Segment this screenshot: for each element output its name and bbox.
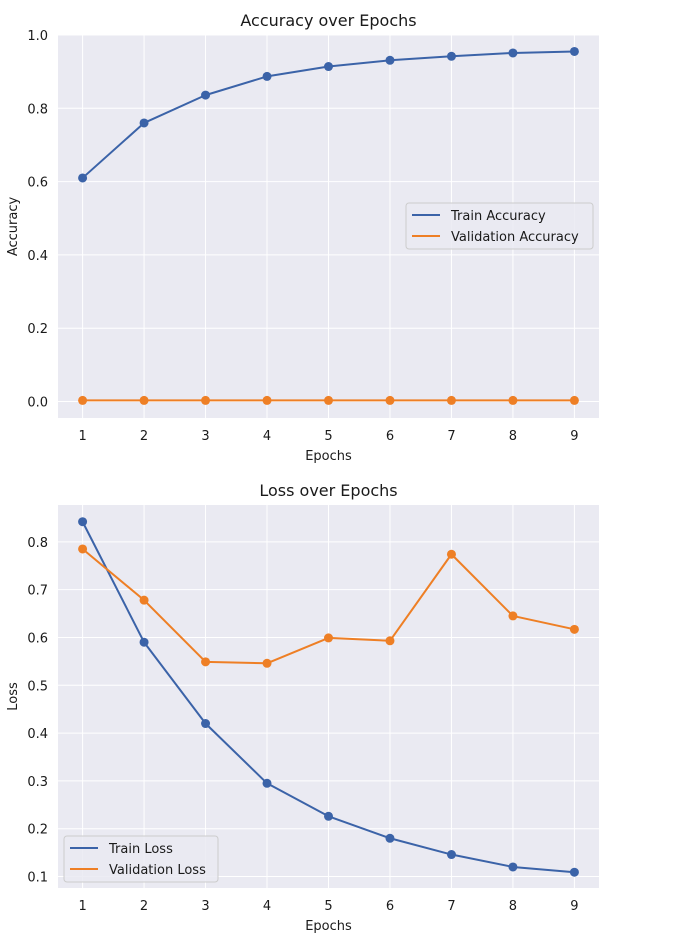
data-point	[569, 395, 579, 405]
data-point	[201, 719, 211, 729]
data-point	[385, 636, 395, 646]
x-axis-label: Epochs	[305, 449, 352, 464]
data-point	[446, 395, 456, 405]
y-axis-label: Accuracy	[6, 197, 21, 257]
data-point	[324, 633, 333, 643]
data-point	[324, 395, 333, 405]
y-tick-label: 0.0	[27, 396, 48, 411]
y-tick-label: 0.8	[27, 102, 48, 117]
legend-label: Train Accuracy	[450, 209, 546, 224]
x-tick-label: 9	[570, 429, 578, 444]
y-tick-label: 0.2	[27, 322, 48, 337]
data-point	[385, 833, 395, 843]
x-tick-label: 6	[386, 429, 394, 444]
data-point	[508, 611, 518, 621]
y-tick-label: 0.6	[27, 176, 48, 191]
legend-label: Validation Loss	[109, 863, 206, 878]
x-tick-label: 7	[447, 429, 455, 444]
loss-chart: 1 2 3 4 5 6 7 8 9 0.1 0.2 0.3 0.4 0.5 0.6 0.7 0.8 Loss ov…	[6, 481, 599, 934]
x-axis-label: Epochs	[305, 919, 352, 934]
data-point	[569, 46, 579, 56]
y-tick-label: 0.4	[27, 249, 48, 264]
y-axis-label: Loss	[6, 682, 21, 711]
data-point	[78, 517, 88, 527]
x-tick-label: 2	[140, 429, 148, 444]
y-tick-label: 0.1	[27, 871, 48, 886]
data-point	[201, 90, 211, 100]
data-point	[201, 395, 211, 405]
data-point	[262, 395, 272, 405]
y-tick-label: 0.7	[27, 584, 48, 599]
x-tick-label: 8	[509, 899, 517, 914]
data-point	[262, 658, 272, 668]
data-point	[446, 549, 456, 559]
data-point	[201, 657, 211, 667]
data-point	[78, 173, 88, 183]
data-point	[78, 395, 88, 405]
x-tick-label: 4	[263, 899, 271, 914]
data-point	[446, 51, 456, 61]
data-point	[446, 850, 456, 860]
data-point	[324, 811, 333, 821]
data-point	[262, 71, 272, 81]
data-point	[78, 544, 88, 554]
legend: Train Loss Validation Loss	[63, 835, 219, 883]
y-tick-label: 0.2	[27, 823, 48, 838]
data-point	[508, 48, 518, 58]
x-tick-label: 6	[386, 899, 394, 914]
data-point	[139, 395, 149, 405]
y-tick-label: 0.6	[27, 631, 48, 646]
x-tick-label: 9	[570, 899, 578, 914]
data-point	[324, 62, 333, 72]
y-tick-label: 0.8	[27, 536, 48, 551]
data-point	[385, 55, 395, 65]
data-point	[139, 637, 149, 647]
x-tick-label: 7	[447, 899, 455, 914]
legend-box	[405, 202, 594, 250]
x-tick-label: 4	[263, 429, 271, 444]
data-point	[569, 867, 579, 877]
data-point	[139, 118, 149, 128]
y-tick-label: 1.0	[27, 29, 48, 44]
x-tick-label: 3	[201, 429, 209, 444]
y-tick-label: 0.3	[27, 775, 48, 790]
x-tick-label: 5	[324, 899, 332, 914]
x-tick-label: 1	[78, 429, 86, 444]
legend-label: Validation Accuracy	[451, 230, 579, 245]
legend-label: Train Loss	[108, 842, 173, 857]
x-tick-label: 5	[324, 429, 332, 444]
y-tick-label: 0.5	[27, 679, 48, 694]
chart-title: Accuracy over Epochs	[240, 11, 416, 30]
data-point	[508, 862, 518, 872]
legend: Train Accuracy Validation Accuracy	[405, 202, 594, 250]
data-point	[139, 595, 149, 605]
accuracy-chart: 1 2 3 4 5 6 7 8 9 0.0 0.2 0.4 0.6 0.8 1.0 Accuracy over…	[6, 11, 599, 464]
legend-box	[63, 835, 219, 883]
data-point	[385, 395, 395, 405]
data-point	[262, 778, 272, 788]
y-tick-label: 0.4	[27, 727, 48, 742]
chart-title: Loss over Epochs	[259, 481, 397, 500]
x-tick-label: 1	[78, 899, 86, 914]
x-tick-label: 8	[509, 429, 517, 444]
data-point	[569, 624, 579, 634]
x-tick-label: 3	[201, 899, 209, 914]
x-tick-label: 2	[140, 899, 148, 914]
data-point	[508, 395, 518, 405]
